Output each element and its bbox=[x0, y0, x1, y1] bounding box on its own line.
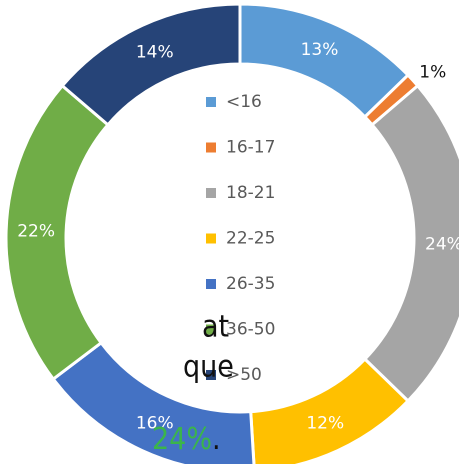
legend-label: 36-50 bbox=[226, 320, 275, 340]
legend-label: 18-21 bbox=[226, 183, 275, 203]
legend-swatch bbox=[206, 142, 216, 153]
donut-segment bbox=[249, 357, 411, 464]
text-fragment: at bbox=[202, 310, 229, 345]
highlight: 24% bbox=[152, 422, 212, 457]
value-label: 1% bbox=[419, 63, 446, 83]
legend-swatch bbox=[206, 370, 216, 380]
legend-swatch bbox=[206, 233, 216, 244]
legend-label: 22-25 bbox=[226, 229, 275, 249]
legend-label: <16 bbox=[226, 92, 262, 112]
value-label: 16% bbox=[136, 413, 174, 433]
legend-label: 16-17 bbox=[226, 138, 275, 158]
legend-swatch bbox=[206, 324, 216, 335]
legend-label: 26-35 bbox=[226, 274, 275, 294]
value-label: 12% bbox=[306, 413, 344, 433]
value-label: 13% bbox=[301, 40, 339, 60]
text-fragment: 24%. bbox=[152, 422, 221, 457]
legend-label: >50 bbox=[226, 365, 262, 385]
donut-segment bbox=[60, 2, 242, 127]
legend: <16 16-17 18-21 22-25 26-35 36-50 >50 bbox=[206, 92, 275, 385]
donut bbox=[4, 2, 459, 464]
legend-swatch bbox=[206, 188, 216, 198]
value-label: 14% bbox=[136, 43, 174, 63]
value-labels: 13% 1% 24% 12% 16% 22% 14% bbox=[17, 40, 459, 433]
legend-swatch bbox=[206, 97, 216, 107]
value-label: 22% bbox=[17, 222, 55, 242]
text-fragment: que bbox=[183, 350, 234, 385]
value-label: 24% bbox=[425, 234, 459, 254]
legend-swatch bbox=[206, 279, 216, 289]
tail: . bbox=[212, 422, 221, 457]
